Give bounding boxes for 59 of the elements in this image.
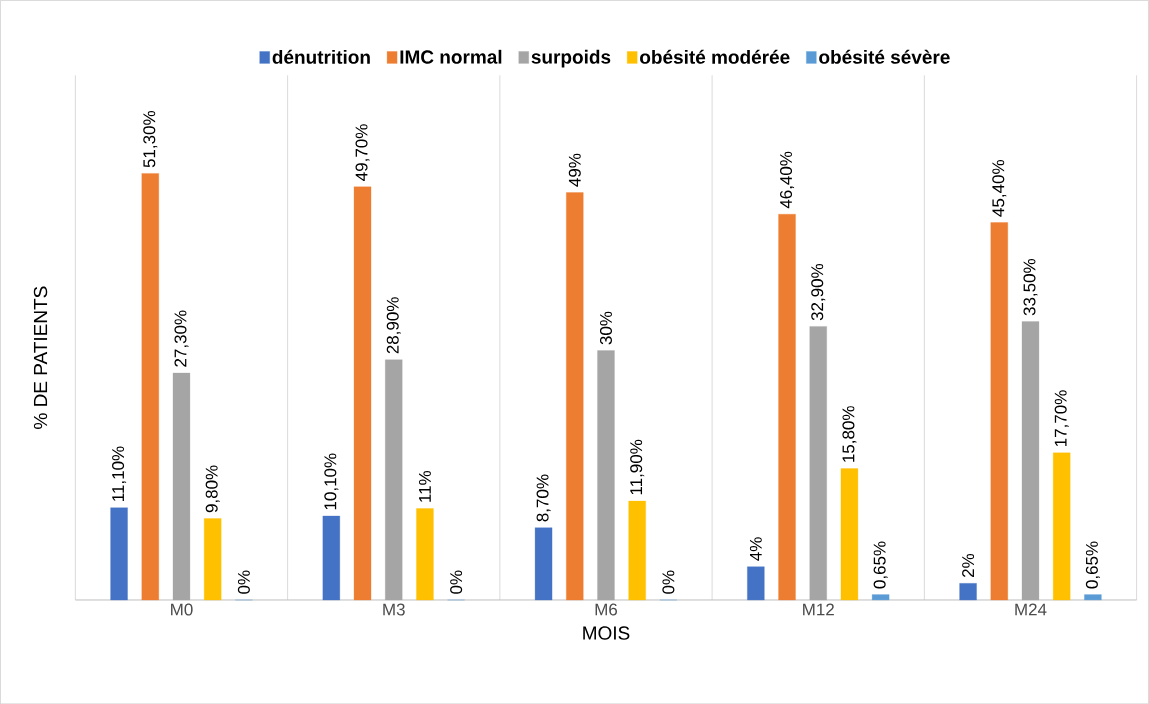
data-label: 15,80% xyxy=(842,405,857,462)
x-tick-label: M12 xyxy=(803,603,834,616)
data-label: 2% xyxy=(962,553,975,577)
bar xyxy=(1021,321,1040,600)
x-tick-label: M6 xyxy=(595,603,618,616)
legend-label: surpoids xyxy=(531,49,611,68)
data-label: 27,30% xyxy=(174,310,189,367)
data-label: 49,70% xyxy=(355,124,370,181)
bar xyxy=(1053,452,1071,600)
bar xyxy=(840,468,859,600)
bar xyxy=(534,527,553,600)
bar xyxy=(204,518,222,600)
bar xyxy=(385,359,403,600)
x-tick-label: M3 xyxy=(383,603,405,616)
data-label: 0% xyxy=(662,570,675,594)
data-label: 8,70% xyxy=(536,474,551,522)
x-axis-title: MOIS xyxy=(583,626,630,640)
bar xyxy=(747,566,765,600)
bar xyxy=(1084,594,1102,600)
bar xyxy=(809,326,827,600)
bar xyxy=(959,583,977,600)
legend-label: obésité sévère xyxy=(819,49,950,64)
data-label: 11% xyxy=(418,470,431,502)
bar xyxy=(110,507,128,600)
data-label: 51,30% xyxy=(143,110,158,168)
data-label: 11,90% xyxy=(630,439,645,495)
bar xyxy=(628,500,646,600)
bar xyxy=(353,186,372,600)
bar xyxy=(597,350,615,600)
bar xyxy=(141,173,159,600)
bar xyxy=(322,515,340,600)
bar xyxy=(778,213,796,600)
bar xyxy=(990,222,1008,600)
legend-label: dénutrition xyxy=(272,49,370,64)
bar xyxy=(566,192,584,600)
data-label: 49% xyxy=(568,153,581,187)
data-label: 10,10% xyxy=(324,453,339,510)
data-label: 46,40% xyxy=(780,151,795,209)
data-label: 45,40% xyxy=(992,159,1007,217)
legend-label: obésité modérée xyxy=(640,49,790,64)
bar xyxy=(416,508,434,600)
data-label: 4% xyxy=(749,537,762,561)
data-label: 28,90% xyxy=(386,297,401,354)
data-label: 33,50% xyxy=(1023,258,1038,316)
data-label: 30% xyxy=(599,311,612,345)
data-label: 17,70% xyxy=(1054,390,1069,446)
legend-label: IMC normal xyxy=(400,49,502,64)
bar xyxy=(872,594,890,600)
data-label: 0,65% xyxy=(1085,541,1100,589)
data-label: 0% xyxy=(237,570,250,594)
x-tick-label: M24 xyxy=(1015,603,1047,616)
y-axis-title: % DE PATIENTS xyxy=(33,286,48,429)
data-label: 9,80% xyxy=(205,465,220,513)
x-tick-label: M0 xyxy=(171,603,193,616)
data-label: 0% xyxy=(450,570,463,594)
bar xyxy=(172,372,191,600)
data-label: 32,90% xyxy=(811,263,826,321)
data-label: 11,10% xyxy=(112,446,127,501)
data-label: 0,65% xyxy=(873,541,888,589)
